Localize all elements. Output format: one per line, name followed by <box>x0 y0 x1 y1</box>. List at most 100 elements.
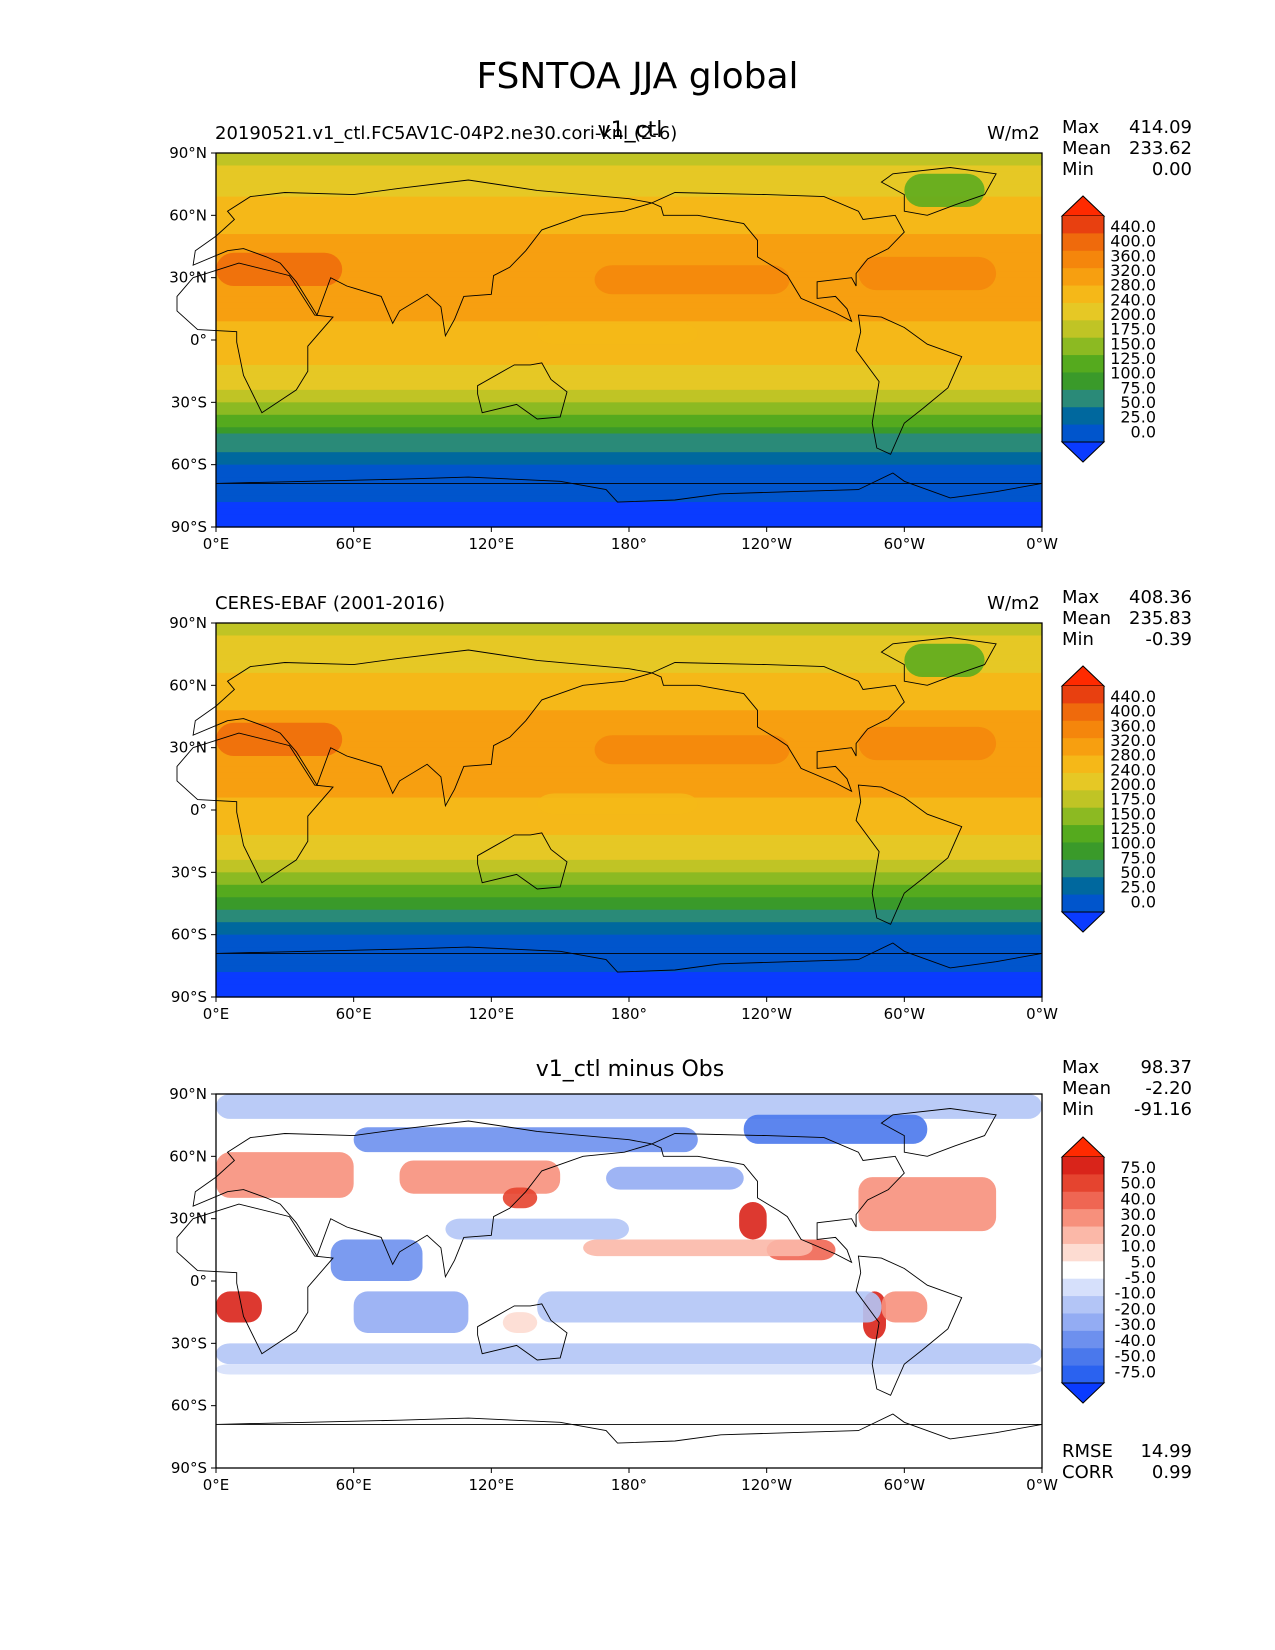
field-region <box>858 256 997 291</box>
field-band <box>216 458 1042 466</box>
metric-value: 0.99 <box>1151 1462 1192 1483</box>
stat-label: Min <box>1062 159 1094 180</box>
field-band <box>216 654 1042 661</box>
field-band <box>216 514 1042 522</box>
field-band <box>216 953 1042 961</box>
colorbar-label: 30.0 <box>1120 1205 1156 1224</box>
field-band <box>216 710 1042 718</box>
colorbar-label: 440.0 <box>1110 687 1156 706</box>
y-tick-label: 30°S <box>171 1334 207 1352</box>
colorbar-label: -30.0 <box>1115 1315 1156 1334</box>
field-band <box>216 445 1042 453</box>
stat-label: Mean <box>1062 138 1112 159</box>
x-tick-label: 180° <box>611 1476 647 1494</box>
metric-label: CORR <box>1062 1462 1114 1483</box>
field-band <box>216 433 1042 441</box>
stat-label: Mean <box>1062 608 1112 629</box>
field-band <box>216 364 1042 372</box>
field-band <box>216 965 1042 973</box>
field-band <box>216 697 1042 705</box>
panel1-colorbar <box>1060 195 1106 463</box>
field-band <box>216 489 1042 497</box>
field-band <box>216 165 1042 173</box>
colorbar-segment <box>1062 250 1104 269</box>
stat-label: Min <box>1062 629 1094 650</box>
x-tick-label: 0°E <box>203 1005 230 1023</box>
y-tick-label: 0° <box>190 1272 207 1290</box>
field-band <box>216 389 1042 397</box>
colorbar-label: 320.0 <box>1110 731 1156 750</box>
panel3-title: v1_ctl minus Obs <box>535 1057 725 1082</box>
field-band <box>216 828 1042 836</box>
colorbar-segment <box>1062 320 1104 339</box>
colorbar-segment <box>1062 1330 1104 1349</box>
diff-region <box>216 1094 1042 1119</box>
panel1-stats: Max 414.09 Mean 233.62 Min 0.00 <box>1062 117 1192 180</box>
colorbar-label: 0.0 <box>1131 892 1156 911</box>
y-tick-label: 90°N <box>169 1085 207 1103</box>
panel3-difference <box>216 1094 1042 1468</box>
field-band <box>216 308 1042 316</box>
field-band <box>216 903 1042 911</box>
panel3-coastlines <box>176 1108 1043 1444</box>
x-tick-label: 60°E <box>336 1476 372 1494</box>
coastline-africa <box>176 262 334 414</box>
stat-value: 98.37 <box>1140 1057 1192 1078</box>
field-region <box>904 173 985 208</box>
colorbar-arrow-bottom <box>1060 1382 1106 1404</box>
x-tick-label: 120°W <box>741 535 792 553</box>
field-band <box>216 922 1042 930</box>
field-band <box>216 483 1042 491</box>
colorbar-label: 75.0 <box>1120 378 1156 397</box>
colorbar-label: 400.0 <box>1110 232 1156 251</box>
field-band <box>216 202 1042 210</box>
field-band <box>216 252 1042 260</box>
colorbar-segment <box>1062 302 1104 321</box>
coastline-n_america <box>650 662 905 793</box>
field-band <box>216 934 1042 942</box>
colorbar-label: 25.0 <box>1120 408 1156 427</box>
colorbar-arrow-bottom <box>1060 911 1106 933</box>
field-band <box>216 666 1042 674</box>
stat-value: 233.62 <box>1129 138 1192 159</box>
field-band <box>216 990 1042 998</box>
x-tick-label: 60°W <box>884 1005 926 1023</box>
colorbar-segment <box>1062 407 1104 426</box>
field-band <box>216 352 1042 360</box>
field-band <box>216 153 1042 160</box>
field-band <box>216 834 1042 842</box>
panel1-left-title: 20190521.v1_ctl.FC5AV1C-04P2.ne30.cori-k… <box>215 123 678 144</box>
panel2-stats: Max 408.36 Mean 235.83 Min -0.39 <box>1062 587 1192 650</box>
colorbar-segment <box>1062 1348 1104 1367</box>
field-band <box>216 371 1042 378</box>
metric-value: 14.99 <box>1140 1441 1192 1462</box>
y-tick-label: 0° <box>190 801 207 819</box>
stat-value: 408.36 <box>1129 587 1192 608</box>
panel1-units: W/m2 <box>987 123 1040 144</box>
field-band <box>216 358 1042 366</box>
colorbar-label: 280.0 <box>1110 276 1156 295</box>
field-band <box>216 421 1042 428</box>
field-band <box>216 240 1042 248</box>
field-band <box>216 464 1042 472</box>
metric-label: RMSE <box>1062 1441 1113 1462</box>
field-band <box>216 221 1042 229</box>
field-band <box>216 377 1042 385</box>
panel2-left-title: CERES-EBAF (2001-2016) <box>215 593 446 614</box>
x-tick-label: 60°E <box>336 535 372 553</box>
field-band <box>216 859 1042 867</box>
field-band <box>216 402 1042 410</box>
x-tick-label: 120°E <box>469 535 515 553</box>
colorbar-label: -40.0 <box>1115 1331 1156 1350</box>
coastline-africa <box>176 732 334 884</box>
diff-region <box>537 1291 882 1323</box>
stat-value: 235.83 <box>1129 608 1192 629</box>
coastline-antarctica <box>215 942 1043 973</box>
panel1-field <box>216 153 1042 528</box>
diff-region <box>606 1166 744 1190</box>
coastline-eurasia <box>192 179 653 338</box>
x-tick-label: 120°W <box>741 1476 792 1494</box>
x-tick-label: 60°W <box>884 535 926 553</box>
field-band <box>216 716 1042 724</box>
colorbar-segment <box>1062 1226 1104 1245</box>
